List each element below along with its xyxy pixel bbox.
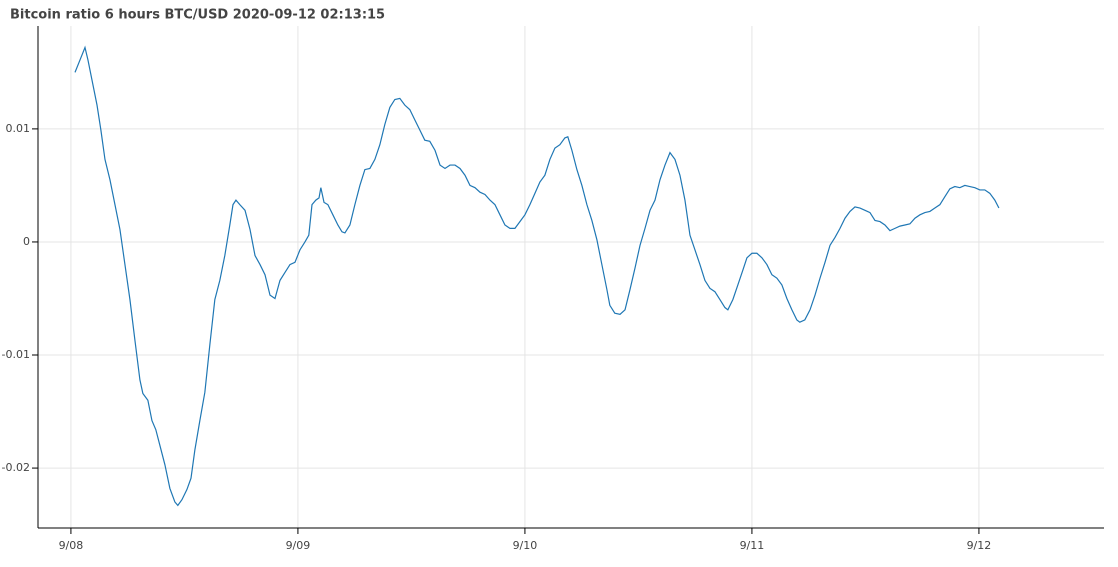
data-line <box>74 45 1000 507</box>
chart-title: Bitcoin ratio 6 hours BTC/USD 2020-09-12… <box>10 8 385 23</box>
y-tick-label: -0.01 <box>2 348 30 361</box>
y-tick-label: 0 <box>23 235 30 248</box>
x-tick-label: 9/12 <box>967 539 992 552</box>
y-tick-label: 0.01 <box>6 122 31 135</box>
y-tick-label: -0.02 <box>2 461 30 474</box>
x-tick-label: 9/11 <box>740 539 765 552</box>
x-tick-label: 9/10 <box>513 539 538 552</box>
x-tick-label: 9/09 <box>286 539 311 552</box>
x-tick-label: 9/08 <box>59 539 84 552</box>
